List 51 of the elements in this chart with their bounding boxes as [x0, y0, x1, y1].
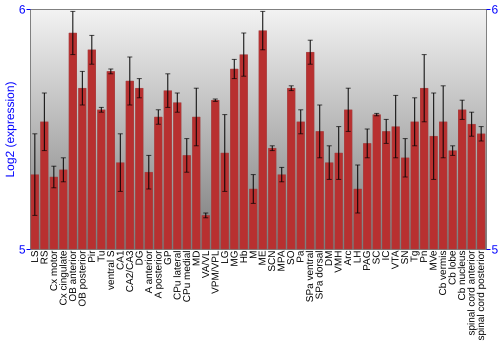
x-tick-label: RS — [39, 250, 50, 264]
x-tick-label: Cb vermis — [438, 250, 450, 296]
x-tick-label: LS — [30, 250, 41, 263]
x-tick-label: GP — [162, 250, 174, 265]
x-tick-label: M — [248, 250, 260, 259]
x-tick-label: CA1 — [115, 250, 126, 270]
x-tick-label: Pir — [86, 250, 98, 263]
y2-tick-label: 5 — [492, 242, 498, 256]
x-tick-label: Arc — [343, 250, 354, 266]
x-tick-label: VMH — [334, 250, 345, 273]
x-tick-label: VPM/VPL — [210, 250, 222, 294]
x-tick-label: Cb nucleus — [457, 250, 468, 301]
x-tick-label: DG — [134, 250, 146, 266]
x-tick-label: OB posterior — [77, 250, 88, 307]
x-tick-label: MVe — [428, 250, 440, 271]
x-tick-label: VA/VL — [200, 250, 212, 278]
x-tick-label: Cb lobe — [448, 250, 459, 285]
x-tick-label: CA2/CA3 — [124, 250, 136, 292]
x-tick-label: spinal cord posterior — [476, 250, 488, 341]
x-tick-label: Tg — [410, 250, 421, 262]
x-tick-label: spinal cord anterior — [466, 250, 478, 336]
x-tick-label: Pn — [419, 250, 430, 263]
x-tick-label: SO — [286, 250, 298, 265]
x-tick-label: Cx cingulate — [58, 250, 70, 306]
x-tick-label: MPA — [276, 250, 288, 272]
y-axis-title: Log2 (expression) — [2, 81, 17, 178]
x-tick-label: SC — [372, 250, 383, 264]
x-tick-label: MG — [229, 250, 240, 267]
x-tick-label: SCN — [267, 250, 278, 272]
x-tick-label: DM — [324, 250, 336, 266]
x-tick-label: A posterior — [153, 250, 164, 298]
x-tick-label: Pa — [296, 250, 307, 263]
x-tick-label: MD — [191, 250, 202, 266]
x-tick-label: CPu medial — [182, 250, 193, 302]
x-tick-label: SPa dorsal — [314, 250, 326, 300]
x-tick-label: SPa ventral — [305, 250, 316, 302]
x-tick-label: Hb — [238, 250, 250, 264]
y2-tick-label: 6 — [492, 2, 498, 16]
x-tick-label: LH — [352, 250, 364, 264]
x-tick-label: CPu lateral — [172, 250, 184, 300]
x-tick-label: LG — [220, 250, 231, 264]
x-tick-label: OB anterior — [68, 250, 79, 302]
x-tick-label: Cx motor — [48, 250, 60, 292]
x-tick-label: Tu — [96, 250, 108, 262]
x-tick-label: A anterior — [144, 250, 155, 294]
x-tick-label: IC — [381, 250, 392, 260]
x-tick-label: ME — [258, 250, 269, 266]
x-tick-label: ventral S — [106, 250, 117, 290]
x-tick-label: SN — [400, 250, 412, 264]
x-tick-label: PAG — [362, 250, 374, 271]
x-tick-label: VTA — [390, 250, 402, 270]
